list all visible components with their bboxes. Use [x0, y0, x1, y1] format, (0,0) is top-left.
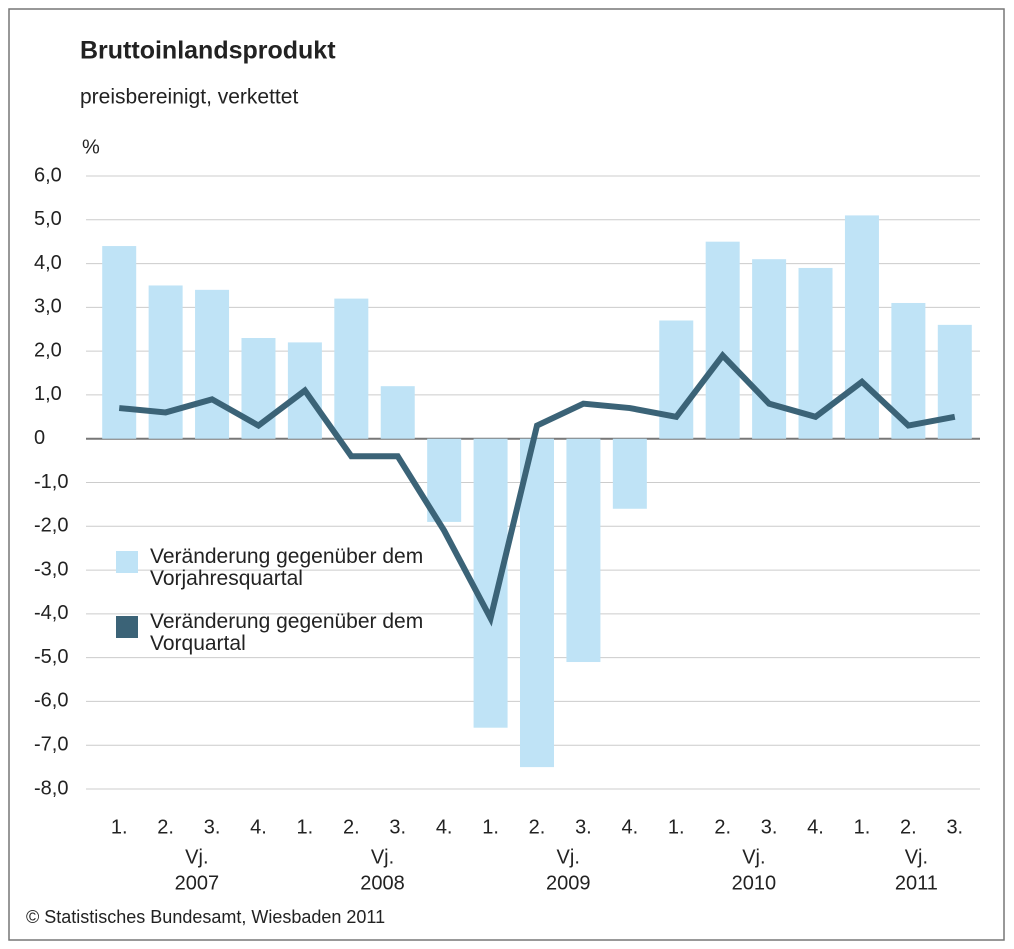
- x-tick-label: 3.: [575, 816, 592, 838]
- x-tick-label: 2.: [900, 816, 917, 838]
- y-tick-label: 2,0: [34, 339, 62, 361]
- x-tick-label: 4.: [250, 816, 267, 838]
- chart-title: Bruttoinlandsprodukt: [80, 37, 336, 65]
- x-tick-label: 1.: [297, 816, 314, 838]
- y-unit: %: [82, 136, 100, 158]
- y-tick-label: -7,0: [34, 733, 68, 755]
- y-tick-label: -5,0: [34, 646, 68, 668]
- legend-swatch: [116, 551, 138, 573]
- y-tick-label: 6,0: [34, 164, 62, 186]
- x-tick-label: 2.: [343, 816, 360, 838]
- x-tick-label: 4.: [621, 816, 638, 838]
- bar: [752, 259, 787, 439]
- line: [118, 350, 956, 627]
- y-tick-label: -8,0: [34, 777, 68, 799]
- bar: [566, 438, 601, 663]
- x-tick-label: 1.: [668, 816, 685, 838]
- group-label: 2009: [546, 872, 591, 894]
- x-tick-label: 1.: [854, 816, 871, 838]
- group-prefix: Vj.: [905, 846, 928, 868]
- bar: [148, 285, 183, 439]
- marks: [102, 215, 972, 768]
- group-label: 2010: [732, 872, 777, 894]
- bar: [612, 438, 647, 509]
- bar: [334, 298, 369, 439]
- bar: [473, 438, 508, 728]
- y-tick-label: -4,0: [34, 602, 68, 624]
- y-tick-label: 0: [34, 427, 45, 449]
- x-tick-label: 1.: [111, 816, 128, 838]
- bar: [844, 215, 879, 439]
- bar: [659, 320, 694, 439]
- group-label: 2007: [175, 872, 220, 894]
- group-prefix: Vj.: [742, 846, 765, 868]
- x-tick-label: 4.: [807, 816, 824, 838]
- group-prefix: Vj.: [371, 846, 394, 868]
- group-prefix: Vj.: [557, 846, 580, 868]
- x-tick-label: 3.: [946, 816, 963, 838]
- x-tick-label: 3.: [389, 816, 406, 838]
- legend-label: Veränderung gegenüber dem Vorquartal: [150, 610, 424, 655]
- group-prefix: Vj.: [185, 846, 208, 868]
- bar: [380, 386, 415, 439]
- x-tick-label: 2.: [714, 816, 731, 838]
- y-tick-label: 4,0: [34, 252, 62, 274]
- legend-swatch: [116, 616, 138, 638]
- y-tick-label: -3,0: [34, 558, 68, 580]
- y-tick-label: 3,0: [34, 296, 62, 318]
- legend-label: Veränderung gegenüber dem Vorjahresquart…: [150, 545, 424, 590]
- y-tick-label: -2,0: [34, 515, 68, 537]
- bar: [195, 289, 230, 439]
- x-tick-label: 3.: [204, 816, 221, 838]
- bar: [705, 241, 740, 439]
- bar: [520, 438, 554, 768]
- x-tick-label: 1.: [482, 816, 499, 838]
- y-tick-label: -6,0: [34, 690, 68, 712]
- source: © Statistisches Bundesamt, Wiesbaden 201…: [26, 907, 385, 927]
- group-label: 2008: [360, 872, 405, 894]
- y-tick-label: 5,0: [34, 208, 62, 230]
- y-tick-label: 1,0: [34, 383, 62, 405]
- x-tick-label: 2.: [529, 816, 546, 838]
- y-tick-label: -1,0: [34, 471, 68, 493]
- x-tick-label: 3.: [761, 816, 778, 838]
- chart-subtitle: preisbereinigt, verkettet: [80, 86, 298, 109]
- group-label: 2011: [895, 872, 938, 894]
- x-tick-label: 2.: [157, 816, 174, 838]
- x-tick-label: 4.: [436, 816, 453, 838]
